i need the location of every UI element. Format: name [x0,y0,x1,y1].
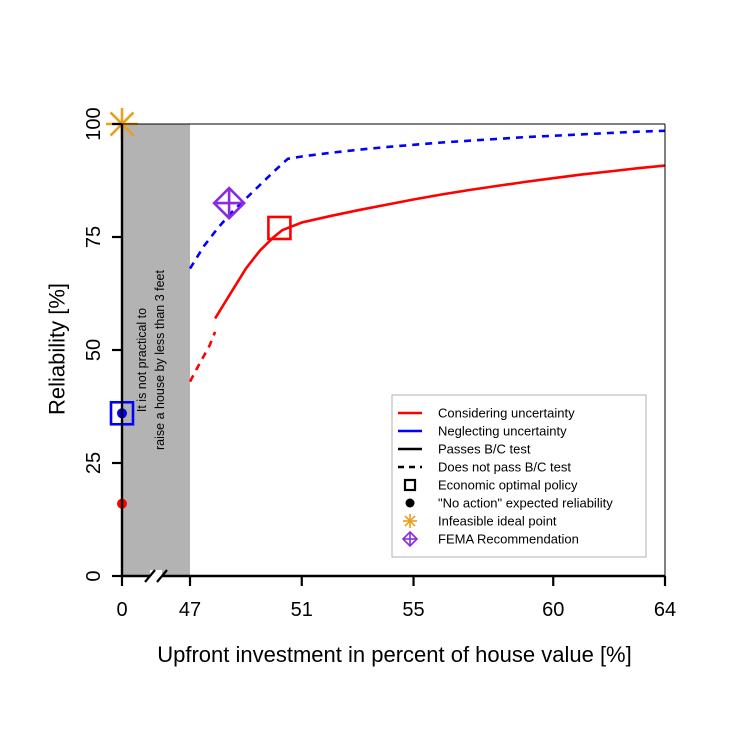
legend-box [391,394,647,558]
region-annotation-line: raise a house by less than 3 feet [153,269,167,450]
x-tick-label: 51 [291,599,313,621]
legend-label: Economic optimal policy [438,478,578,493]
legend-label: Neglecting uncertainty [438,424,567,439]
y-tick-label: 50 [83,339,105,361]
y-tick-label: 75 [83,226,105,248]
legend-label: FEMA Recommendation [438,532,579,547]
legend-label: Does not pass B/C test [438,460,571,475]
region-annotation-line: It is not practical to [135,308,149,412]
fema-recommendation-marker [212,186,246,220]
axis-break-gap [150,570,162,582]
legend-label: "No action" expected reliability [438,496,613,511]
infeasible-region [122,124,190,576]
axes: 0 25 50 75 100 0 47 51 55 60 64 Upfront investment … [45,107,677,667]
x-tick-label: 47 [179,599,201,621]
legend: Considering uncertainty Neglecting uncert… [391,394,647,558]
legend-key-square [403,478,417,492]
y-tick-label: 25 [83,452,105,474]
neglecting-uncertainty-fails-bc-line [188,129,666,270]
legend-key-dot [405,498,415,508]
axis-break-mark [144,569,156,583]
x-tick-label: 60 [542,599,564,621]
axis-break-mark [156,569,168,583]
x-axis-title: Upfront investment in percent of house v… [157,642,631,667]
considering-uncertainty-passes-bc-line [213,164,666,320]
legend-label: Considering uncertainty [438,406,575,421]
legend-key-diamond [401,530,419,548]
legend-label: Passes B/C test [438,442,531,457]
y-tick-label: 100 [83,107,105,140]
x-tick-label: 0 [116,599,127,621]
x-tick-label: 55 [402,599,424,621]
considering-uncertainty-fails-bc-line [188,331,217,383]
considering-uncertainty-optimal-marker [267,215,292,241]
legend-key-star [403,514,417,528]
legend-label: Infeasible ideal point [438,514,557,529]
x-tick-label: 64 [654,599,676,621]
y-tick-label: 0 [83,570,105,581]
y-axis-title: Reliability [%] [45,283,70,415]
